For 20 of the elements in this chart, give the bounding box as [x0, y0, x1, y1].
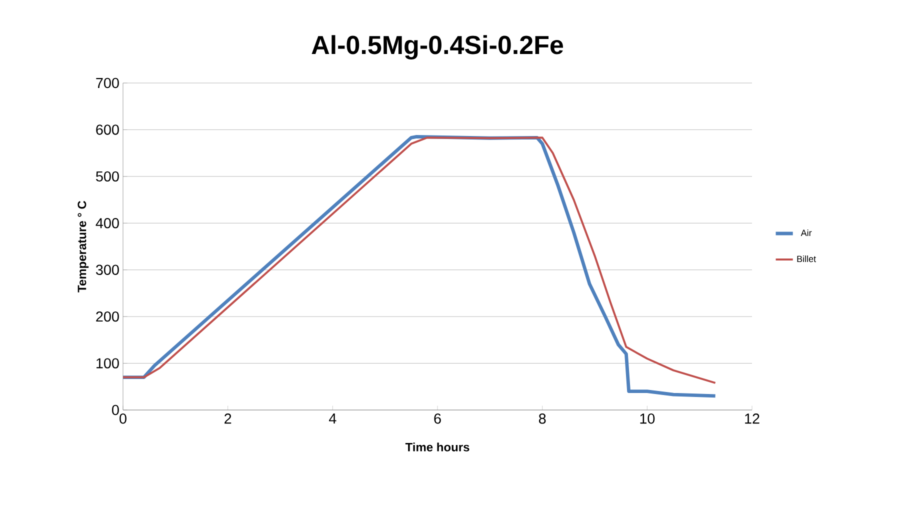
- y-tick-label: 400: [96, 218, 119, 228]
- y-axis-title: Temperature ° C: [78, 200, 89, 292]
- x-tick-label: 4: [328, 414, 336, 424]
- y-tick-label: 200: [96, 311, 119, 322]
- x-tick-label: 2: [224, 414, 232, 424]
- x-tick-label: 10: [640, 414, 655, 424]
- x-tick-label: 6: [434, 414, 441, 424]
- y-tick-label: 100: [96, 358, 119, 368]
- y-tick-label: 300: [96, 264, 119, 275]
- y-tick-label: 600: [96, 124, 119, 135]
- y-tick-label: 500: [96, 171, 119, 182]
- y-tick-label: 0: [112, 404, 119, 416]
- chart-title: Al-0.5Mg-0.4Si-0.2Fe: [312, 35, 564, 60]
- legend-label: Air: [800, 229, 812, 236]
- y-tick-label: 700: [96, 78, 119, 88]
- x-tick-label: 8: [538, 414, 546, 424]
- x-tick-label: 12: [745, 414, 760, 424]
- legend-label: Billet: [797, 256, 816, 262]
- x-axis-title: Time hours: [405, 442, 470, 452]
- x-tick-label: 0: [120, 414, 126, 424]
